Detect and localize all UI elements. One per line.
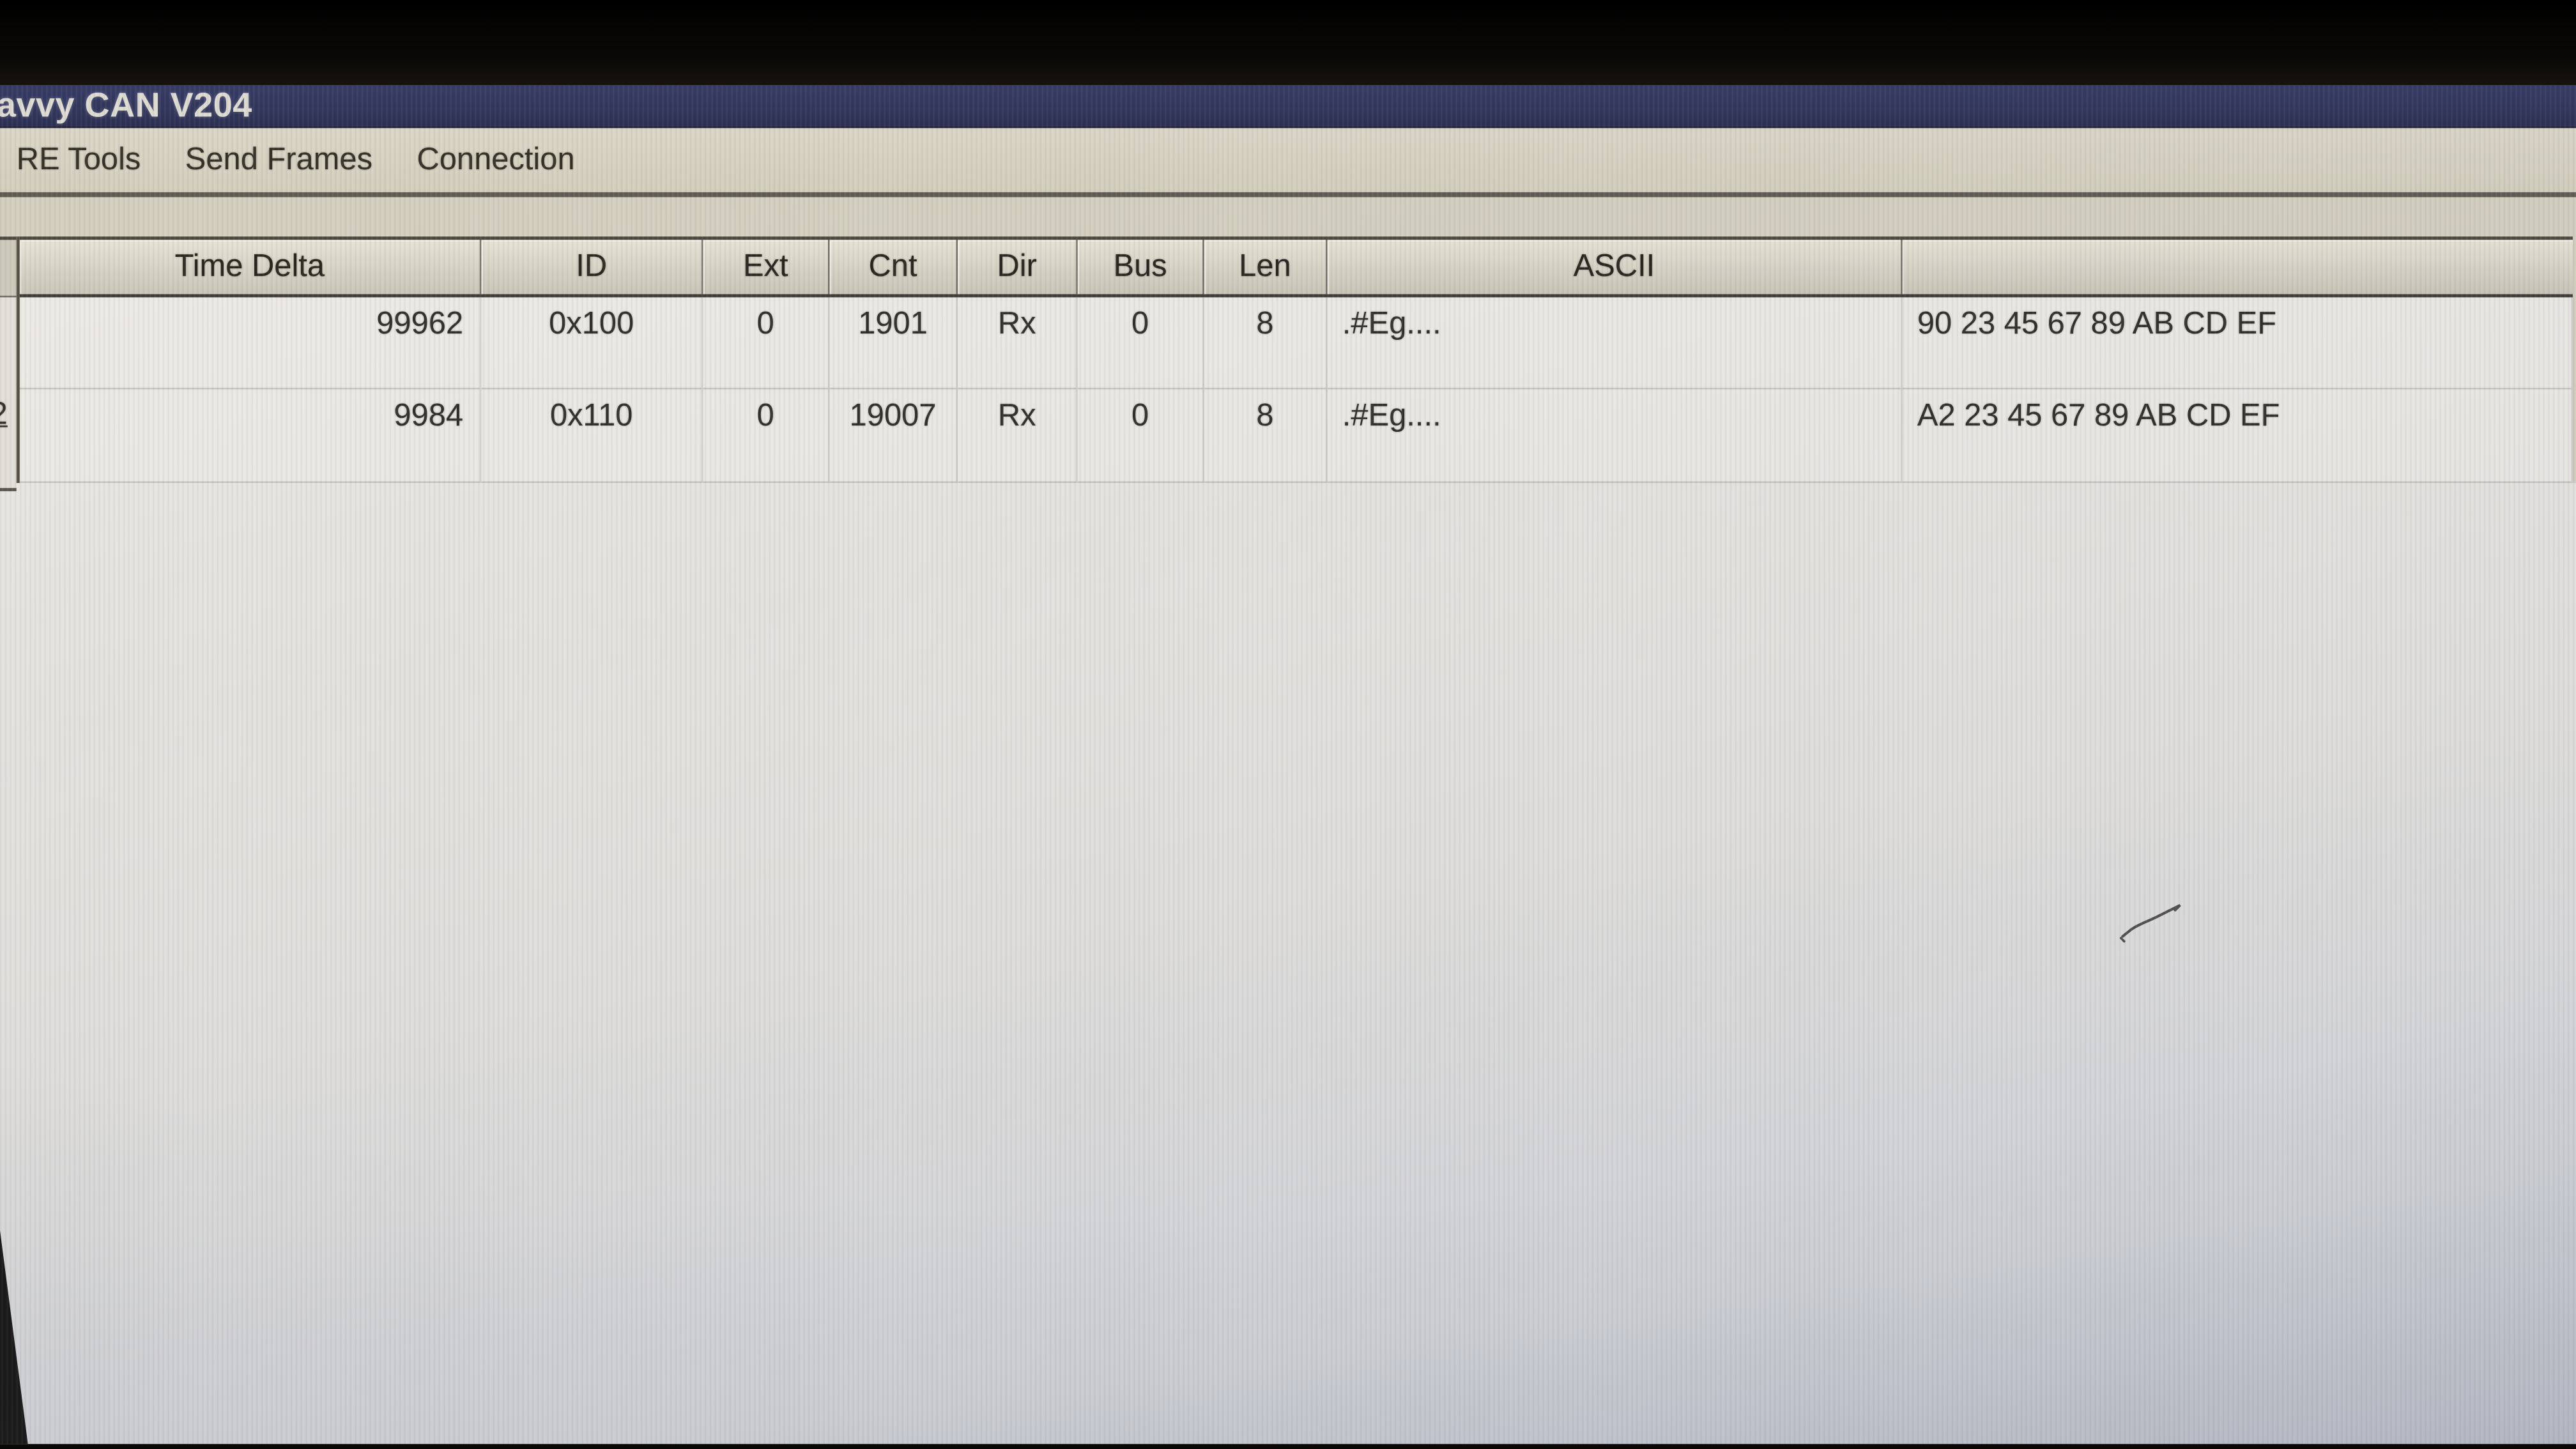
cell-ascii: .#Eg.... <box>1327 297 1903 390</box>
column-header-id[interactable]: ID <box>481 240 703 295</box>
monitor-bezel-top <box>0 0 2576 86</box>
cell-ext: 0 <box>703 297 830 390</box>
cell-time-delta: 9984 <box>19 389 482 483</box>
window-titlebar[interactable]: avvy CAN V204 <box>0 85 2576 128</box>
column-header-ascii[interactable]: ASCII <box>1327 240 1903 295</box>
cell-ascii: .#Eg.... <box>1327 389 1903 483</box>
background-window-sliver[interactable]: 2 <box>0 236 17 491</box>
column-header-data[interactable] <box>1902 240 2573 295</box>
background-window-partial-text: 2 <box>0 397 8 434</box>
cell-ext: 0 <box>703 389 830 483</box>
table-row[interactable]: 99962 0x100 0 1901 Rx 0 8 .#Eg.... 90 23… <box>19 297 2573 390</box>
background-window-body-sliver <box>0 297 17 488</box>
cell-bus: 0 <box>1077 297 1204 390</box>
cell-bus: 0 <box>1077 389 1204 483</box>
cell-cnt: 1901 <box>829 297 958 390</box>
window-title: avvy CAN V204 <box>0 87 252 125</box>
cell-id: 0x100 <box>481 297 703 390</box>
cell-id: 0x110 <box>481 389 703 483</box>
table-row[interactable]: 9984 0x110 0 19007 Rx 0 8 .#Eg.... A2 23… <box>19 389 2573 483</box>
monitor-bezel-bottom <box>0 1444 2576 1449</box>
cell-data-bytes: A2 23 45 67 89 AB CD EF <box>1902 389 2573 483</box>
column-header-time-delta[interactable]: Time Delta <box>19 240 482 295</box>
table-empty-area <box>0 483 2576 1445</box>
background-window-header-sliver <box>0 236 17 298</box>
frames-table-header: Time Delta ID Ext Cnt Dir Bus Len ASCII <box>19 236 2573 298</box>
menu-re-tools[interactable]: RE Tools <box>16 142 141 177</box>
cell-data-bytes: 90 23 45 67 89 AB CD EF <box>1902 297 2573 390</box>
column-header-cnt[interactable]: Cnt <box>829 240 958 295</box>
menu-connection[interactable]: Connection <box>417 142 575 177</box>
cell-time-delta: 99962 <box>19 297 482 390</box>
cell-len: 8 <box>1204 297 1328 390</box>
cell-len: 8 <box>1204 389 1328 483</box>
column-header-bus[interactable]: Bus <box>1077 240 1204 295</box>
cell-dir: Rx <box>958 389 1078 483</box>
menu-bar: RE Tools Send Frames Connection <box>0 128 2576 197</box>
cell-dir: Rx <box>958 297 1078 390</box>
frames-table: Time Delta ID Ext Cnt Dir Bus Len ASCII … <box>16 236 2573 483</box>
screen: avvy CAN V204 RE Tools Send Frames Conne… <box>0 85 2576 1445</box>
column-header-len[interactable]: Len <box>1204 240 1328 295</box>
menu-send-frames[interactable]: Send Frames <box>185 142 373 177</box>
column-header-dir[interactable]: Dir <box>958 240 1078 295</box>
column-header-ext[interactable]: Ext <box>703 240 830 295</box>
cell-cnt: 19007 <box>829 389 958 483</box>
